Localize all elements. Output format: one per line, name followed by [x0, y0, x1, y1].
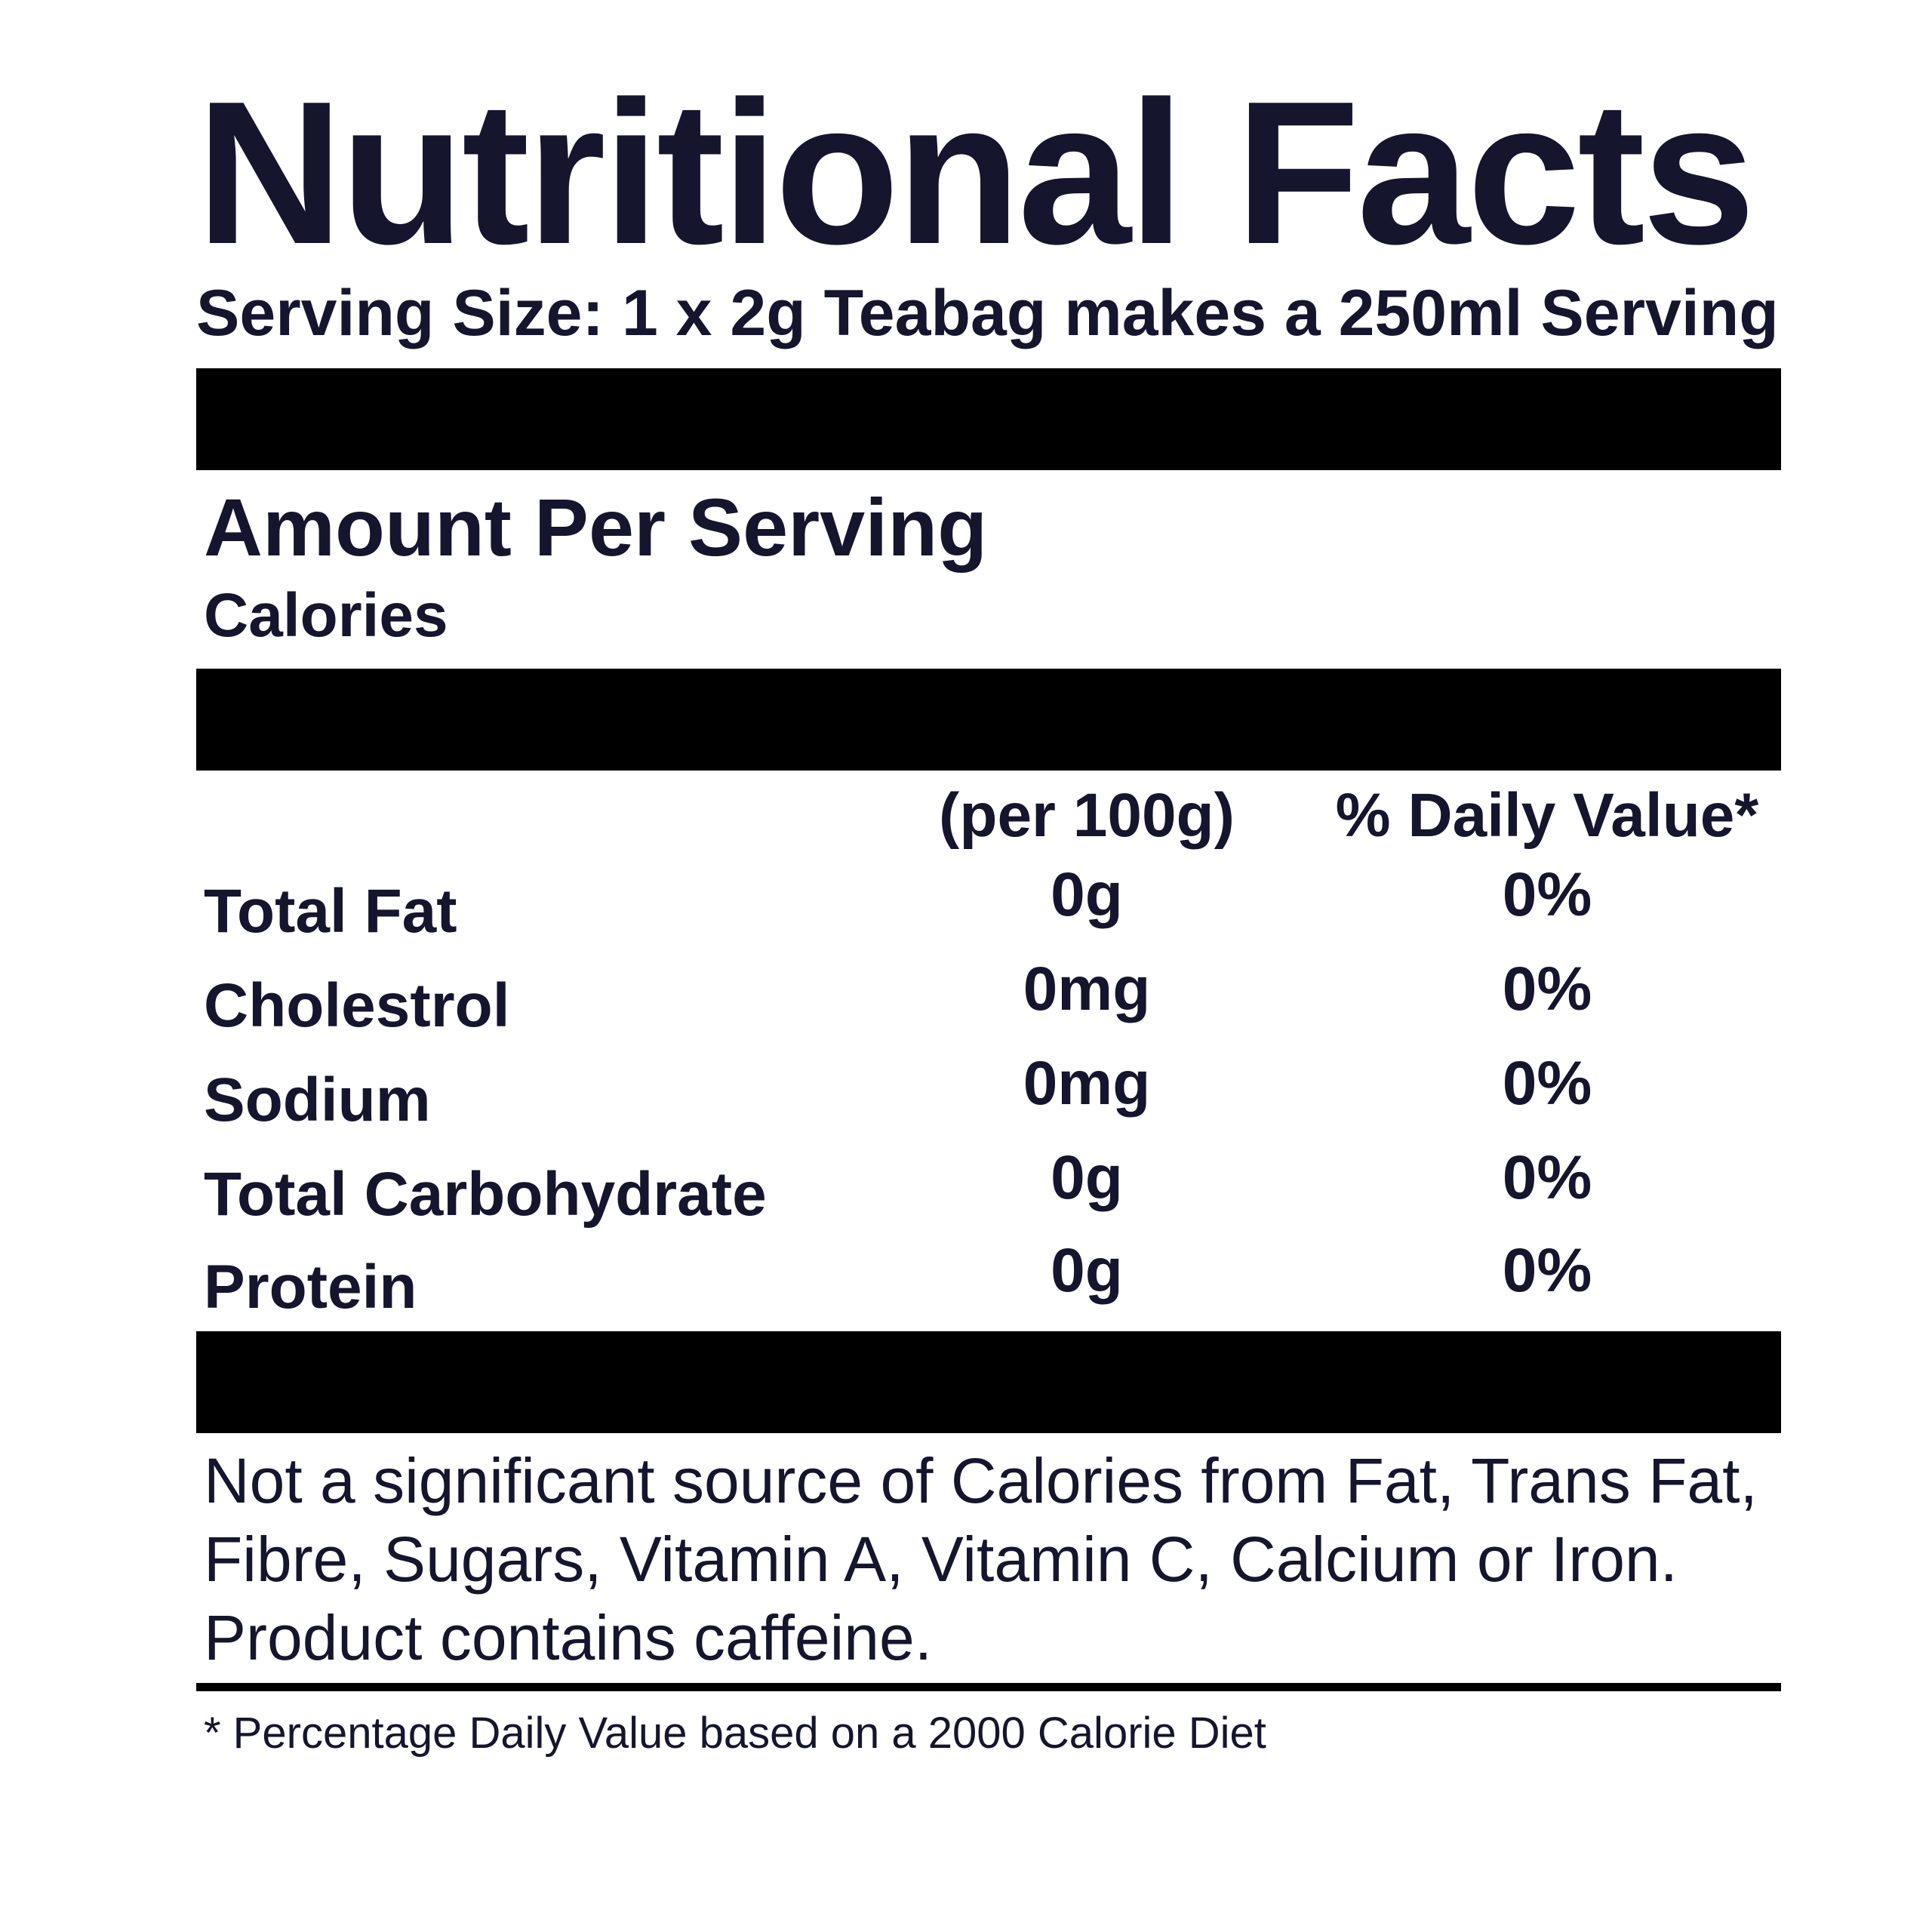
- disclaimer-line: Product contains caffeine.: [204, 1602, 933, 1673]
- nutrient-row-cholestrol: Cholestrol 0mg 0%: [196, 958, 1781, 1049]
- disclaimer-text: Not a significant source of Calories fro…: [204, 1441, 1789, 1677]
- nutrient-name: Total Carbohydrate: [204, 1160, 767, 1229]
- serving-size: Serving Size: 1 x 2g Teabag makes a 250m…: [196, 277, 1779, 349]
- nutrient-name: Cholestrol: [204, 971, 510, 1040]
- nutrient-row-sodium: Sodium 0mg 0%: [196, 1053, 1781, 1143]
- nutrient-daily-value: 0%: [1502, 1049, 1592, 1118]
- nutrient-daily-value: 0%: [1502, 860, 1592, 929]
- nutrient-amount: 0g: [1051, 860, 1123, 929]
- divider-rule: [196, 1683, 1781, 1691]
- nutrient-row-total-fat: Total Fat 0g 0%: [196, 864, 1781, 955]
- nutrient-daily-value: 0%: [1502, 955, 1592, 1023]
- column-header-daily-value: % Daily Value*: [1335, 781, 1759, 850]
- disclaimer-line: Fibre, Sugars, Vitamin A, Vitamin C, Cal…: [204, 1524, 1678, 1595]
- nutrient-name: Sodium: [204, 1066, 431, 1134]
- nutrient-amount: 0g: [1051, 1143, 1123, 1212]
- nutrient-name: Total Fat: [204, 877, 457, 946]
- nutrient-amount: 0mg: [1023, 955, 1151, 1023]
- label-title: Nutritional Facts: [196, 60, 1755, 287]
- calories-label: Calories: [204, 581, 448, 650]
- nutrition-label: Nutritional Facts Serving Size: 1 x 2g T…: [196, 0, 1781, 1932]
- disclaimer-line: Not a significant source of Calories fro…: [204, 1445, 1758, 1516]
- daily-value-footnote: * Percentage Daily Value based on a 2000…: [204, 1709, 1266, 1758]
- nutrient-row-protein: Protein 0g 0%: [196, 1240, 1781, 1331]
- amount-per-serving-heading: Amount Per Serving: [204, 481, 988, 573]
- nutrient-name: Protein: [204, 1253, 417, 1321]
- nutrient-daily-value: 0%: [1502, 1236, 1592, 1305]
- nutrient-amount: 0g: [1051, 1236, 1123, 1305]
- nutrient-row-total-carbohydrate: Total Carbohydrate 0g 0%: [196, 1147, 1781, 1238]
- divider-bar-bottom: [196, 1331, 1781, 1433]
- nutrient-amount: 0mg: [1023, 1049, 1151, 1118]
- column-header-per-100g: (per 100g): [939, 781, 1235, 850]
- divider-bar-top: [196, 368, 1781, 470]
- nutrient-daily-value: 0%: [1502, 1143, 1592, 1212]
- divider-bar-middle: [196, 669, 1781, 771]
